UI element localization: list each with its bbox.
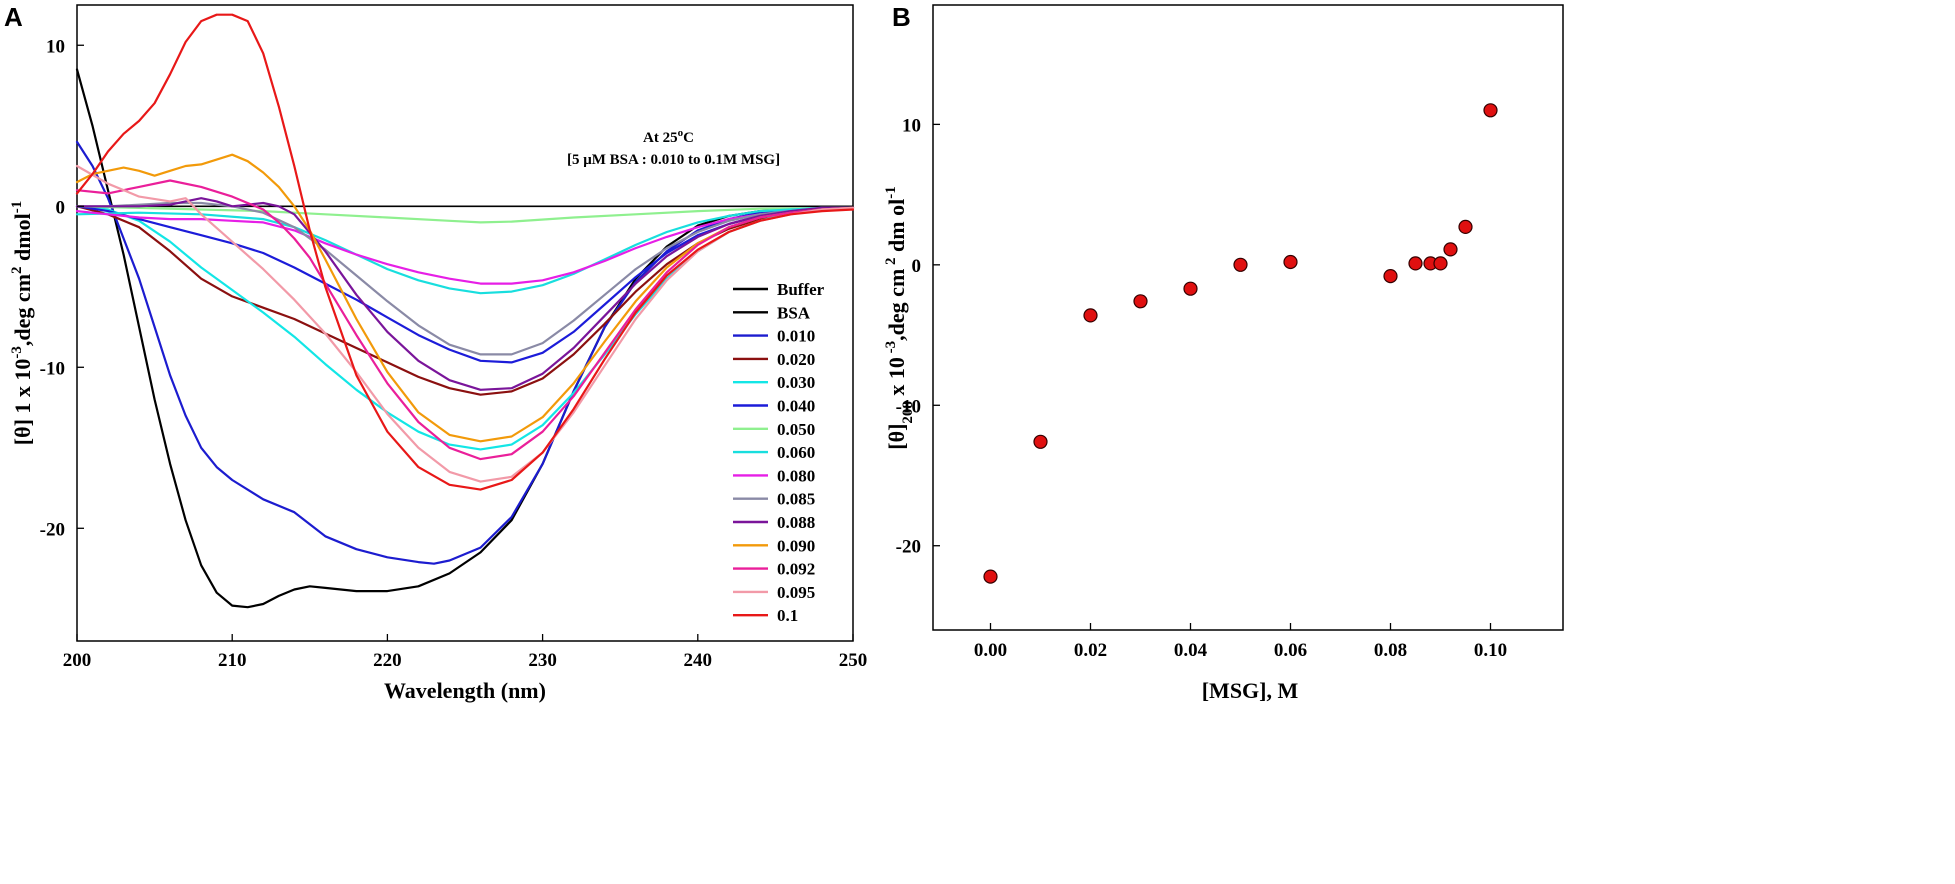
chart-a-xtick-label: 210 <box>218 650 247 671</box>
data-point <box>1408 256 1423 271</box>
chart-a: 200 210 220 230 240 250 -20 -10 0 10 Wavelength (… <box>9 4 868 703</box>
chart-a-ylabel: [θ] 1 x 10-3,deg cm2 dmol-1 <box>9 201 35 445</box>
panel-label-a: A <box>4 2 23 32</box>
legend-label: 0.080 <box>777 466 815 485</box>
legend-label: 0.088 <box>777 513 815 532</box>
data-point <box>1433 256 1448 271</box>
legend-label: 0.090 <box>777 536 815 555</box>
chart-a-ytick-label: -10 <box>40 358 65 379</box>
series-line-0-060 <box>75 206 855 295</box>
legend-label: 0.060 <box>777 443 815 462</box>
legend-label: BSA <box>777 303 811 322</box>
chart-b-xtick-label: 0.08 <box>1374 640 1407 661</box>
chart-a-legend: Buffer BSA 0.010 0.020 0.030 0.040 0.050 0.060 0… <box>733 280 825 625</box>
chart-b-xlabel: [MSG], M <box>1202 678 1299 703</box>
chart-b-xtick-label: 0.04 <box>1174 640 1208 661</box>
chart-a-ytick-label: -20 <box>40 519 65 540</box>
chart-a-xtick-label: 230 <box>528 650 557 671</box>
data-point <box>1183 281 1198 296</box>
chart-b-xtick-label: 0.02 <box>1074 640 1107 661</box>
legend-label: 0.020 <box>777 350 815 369</box>
legend-label: 0.050 <box>777 420 815 439</box>
chart-b-plot-frame <box>932 4 1564 631</box>
chart-b-xtick-label: 0.00 <box>974 640 1007 661</box>
chart-a-xlabel: Wavelength (nm) <box>384 678 546 703</box>
chart-a-xtick-label: 220 <box>373 650 402 671</box>
chart-a-annotation-conditions: [5 μM BSA : 0.010 to 0.1M MSG] <box>567 152 780 168</box>
data-point <box>1133 294 1148 309</box>
data-point <box>1443 242 1458 257</box>
chart-a-xtick-label: 250 <box>839 650 868 671</box>
panel-label-b: B <box>892 2 911 32</box>
chart-b-ytick-label: 10 <box>902 115 921 136</box>
chart-a-ytick-label: 0 <box>56 197 66 218</box>
chart-a-xtick-label: 240 <box>684 650 713 671</box>
series-line-0-050 <box>75 205 855 224</box>
series-line-0-085 <box>75 201 855 356</box>
chart-b-xtick-label: 0.06 <box>1274 640 1307 661</box>
chart-a-annotation-temp: At 25oC <box>643 127 694 146</box>
chart-a-plot-frame <box>76 4 854 642</box>
legend-label: 0.1 <box>777 606 798 625</box>
legend-label: 0.040 <box>777 397 815 416</box>
data-point <box>1383 269 1398 284</box>
legend-label: 0.095 <box>777 583 815 602</box>
data-point <box>1483 103 1498 118</box>
chart-b-ylabel: [θ]208 x 10 -3,deg cm 2 dm ol-1 <box>883 186 916 449</box>
data-point <box>1033 434 1048 449</box>
data-point <box>1083 308 1098 323</box>
chart-b: 0.00 0.02 0.04 0.06 0.08 0.10 -20 -10 0 10 [MSG],… <box>883 4 1564 703</box>
series-line-bsa <box>75 68 855 609</box>
series-line-0-092 <box>75 179 855 461</box>
series-line-0-1 <box>75 13 855 491</box>
series-line-0-090 <box>75 153 855 443</box>
data-point <box>983 569 998 584</box>
series-line-0-020 <box>75 205 855 396</box>
data-point <box>1233 257 1248 272</box>
legend-label: Buffer <box>777 280 825 299</box>
chart-b-ytick-label: -20 <box>896 537 921 558</box>
series-line-0-088 <box>75 197 855 391</box>
chart-a-ytick-label: 10 <box>46 36 65 57</box>
legend-label: 0.030 <box>777 373 815 392</box>
chart-b-ytick-label: -10 <box>896 396 921 417</box>
data-point <box>1458 219 1473 234</box>
legend-label: 0.092 <box>777 560 815 579</box>
chart-b-ytick-label: 0 <box>912 256 922 277</box>
chart-a-xtick-label: 200 <box>63 650 92 671</box>
legend-label: 0.010 <box>777 327 815 346</box>
chart-b-xtick-label: 0.10 <box>1474 640 1507 661</box>
series-line-0-030 <box>75 205 855 451</box>
legend-label: 0.085 <box>777 490 815 509</box>
data-point <box>1283 254 1298 270</box>
